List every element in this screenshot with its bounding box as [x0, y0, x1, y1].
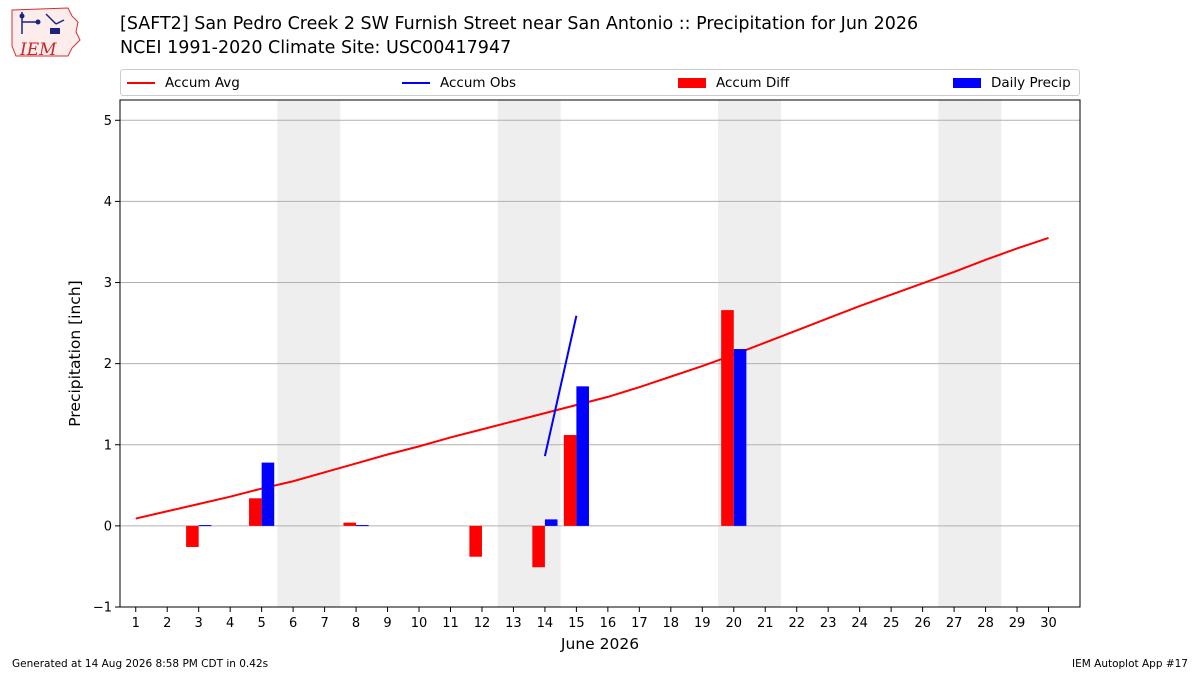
daily-precip-bar-day-3 — [198, 525, 212, 527]
legend-swatch-accum-diff — [678, 77, 706, 88]
iem-logo: IEM — [8, 6, 82, 60]
y-tick-label-1: 1 — [104, 438, 112, 453]
x-tick-label-4: 4 — [226, 616, 234, 631]
iowa-state-outline-weather-station-icon — [11, 7, 81, 57]
y-tick-label--1: −1 — [93, 601, 112, 616]
x-tick-label-22: 22 — [788, 616, 805, 631]
legend-item-accum-diff: Accum Diff — [678, 70, 789, 95]
weekend-band-0 — [277, 100, 341, 607]
x-tick-label-25: 25 — [883, 616, 900, 631]
x-tick-label-26: 26 — [914, 616, 931, 631]
daily-precip-bar-day-5 — [261, 462, 275, 526]
x-tick-label-10: 10 — [411, 616, 428, 631]
accum-diff-bar-day-3 — [186, 525, 199, 547]
x-tick-label-6: 6 — [289, 616, 297, 631]
chart-title: [SAFT2] San Pedro Creek 2 SW Furnish Str… — [120, 12, 918, 60]
x-tick-label-23: 23 — [820, 616, 837, 631]
legend-item-daily-precip: Daily Precip — [953, 70, 1071, 95]
x-tick-label-21: 21 — [757, 616, 774, 631]
y-tick-label-5: 5 — [104, 114, 112, 129]
daily-precip-bar-day-20 — [733, 349, 747, 526]
legend-label-accum-avg: Accum Avg — [165, 74, 240, 91]
legend-label-daily-precip: Daily Precip — [991, 74, 1071, 91]
x-tick-label-28: 28 — [977, 616, 994, 631]
accum-avg-line — [135, 236, 1049, 520]
daily-precip-bar-day-8 — [356, 525, 369, 527]
footer-app: IEM Autoplot App #17 — [1072, 658, 1188, 670]
x-tick-label-15: 15 — [568, 616, 585, 631]
x-tick-label-19: 19 — [694, 616, 711, 631]
legend-item-accum-avg: Accum Avg — [127, 70, 240, 95]
x-tick-label-27: 27 — [946, 616, 963, 631]
x-tick-label-1: 1 — [132, 616, 140, 631]
x-tick-label-9: 9 — [383, 616, 391, 631]
accum-diff-bar-day-15 — [563, 435, 577, 526]
x-tick-label-12: 12 — [474, 616, 491, 631]
legend-label-accum-obs: Accum Obs — [440, 74, 517, 91]
accum-diff-bar-day-12 — [469, 525, 482, 557]
legend-label-accum-diff: Accum Diff — [716, 74, 790, 91]
legend-swatch-daily-precip — [953, 77, 981, 88]
legend-item-accum-obs: Accum Obs — [402, 70, 516, 95]
weekend-band-1 — [497, 100, 561, 607]
daily-precip-bar-day-14 — [544, 519, 558, 526]
x-tick-label-3: 3 — [195, 616, 203, 631]
logo-text: IEM — [20, 40, 57, 60]
x-tick-label-11: 11 — [442, 616, 459, 631]
accum-diff-bar-day-20 — [721, 310, 734, 526]
x-axis-label: June 2026 — [560, 635, 639, 653]
accum-obs-line — [543, 315, 578, 457]
y-tick-label-3: 3 — [104, 276, 112, 291]
x-tick-label-29: 29 — [1009, 616, 1026, 631]
daily-precip-bar-day-15 — [576, 386, 589, 526]
accum-diff-bar-day-8 — [343, 522, 357, 526]
x-tick-label-30: 30 — [1040, 616, 1057, 631]
x-tick-label-14: 14 — [537, 616, 554, 631]
x-tick-label-16: 16 — [600, 616, 617, 631]
weekend-band-3 — [938, 100, 1002, 607]
y-tick-label-2: 2 — [104, 357, 112, 372]
x-tick-label-8: 8 — [352, 616, 360, 631]
title-line-1: [SAFT2] San Pedro Creek 2 SW Furnish Str… — [120, 14, 919, 34]
x-tick-label-17: 17 — [631, 616, 648, 631]
plot-frame — [119, 99, 1081, 608]
x-tick-label-5: 5 — [257, 616, 265, 631]
y-tick-label-4: 4 — [104, 195, 112, 210]
x-tick-label-20: 20 — [725, 616, 742, 631]
x-tick-label-18: 18 — [663, 616, 680, 631]
footer-generated: Generated at 14 Aug 2026 8:58 PM CDT in … — [12, 658, 269, 670]
legend: Accum Avg Accum Obs Accum Diff Daily Pre… — [120, 69, 1080, 96]
x-tick-label-13: 13 — [505, 616, 522, 631]
title-line-2: NCEI 1991-2020 Climate Site: USC00417947 — [120, 38, 512, 58]
accum-diff-bar-day-14 — [532, 525, 545, 568]
y-axis-label: Precipitation [inch] — [66, 280, 84, 426]
legend-swatch-accum-obs — [402, 81, 430, 84]
y-tick-label-0: 0 — [104, 519, 112, 534]
x-tick-label-2: 2 — [163, 616, 171, 631]
x-tick-label-7: 7 — [320, 616, 328, 631]
x-tick-label-24: 24 — [851, 616, 868, 631]
accum-diff-bar-day-5 — [249, 498, 262, 526]
legend-swatch-accum-avg — [127, 81, 155, 84]
